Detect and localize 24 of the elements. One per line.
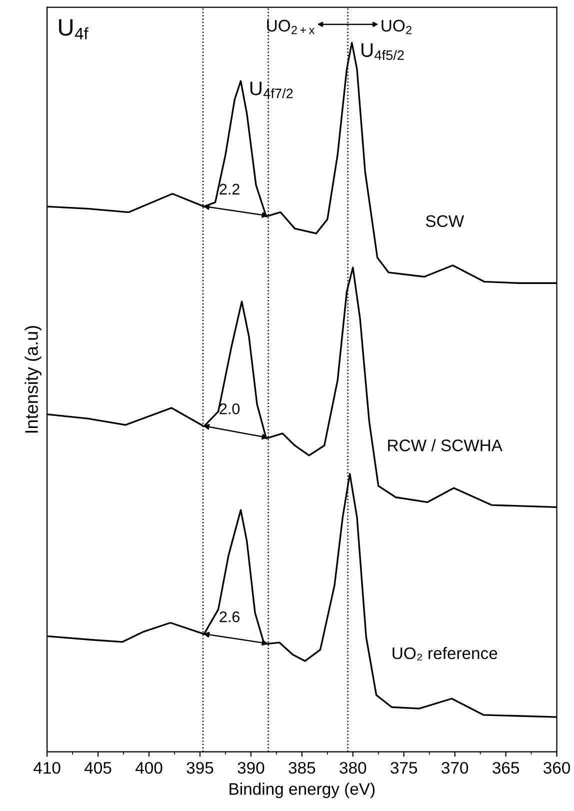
annotation: U$_{4f7/2}$ xyxy=(250,82,293,98)
annotation: 2.0 xyxy=(220,403,240,414)
x-tick-label: 370 xyxy=(442,762,468,774)
x-tick-label: 405 xyxy=(84,762,112,774)
series-label: RCW / SCWHA xyxy=(388,439,502,452)
x-tick-label: 410 xyxy=(34,762,60,774)
x-tick-label: 400 xyxy=(135,762,162,774)
series-label: UO₂ reference xyxy=(392,646,498,660)
annotation: 2.6 xyxy=(220,611,240,622)
x-tick-label: 360 xyxy=(544,762,570,774)
x-tick-label: 385 xyxy=(288,762,316,774)
x-tick-label: 375 xyxy=(390,762,418,774)
annotation: 2.2 xyxy=(220,184,240,194)
x-tick-label: 390 xyxy=(238,762,264,774)
x-tick-label: 395 xyxy=(186,762,214,774)
y-axis-title: Intensity (a.u) xyxy=(24,326,42,433)
text: UO$_{2+x}$ xyxy=(267,20,315,34)
x-tick-label: 380 xyxy=(340,762,366,774)
text: SCW xyxy=(426,215,464,228)
text: U$_{4f}$ xyxy=(59,19,88,40)
x-axis-title: Binding energy (eV) xyxy=(230,782,375,798)
text: UO$_{2}$ xyxy=(382,20,412,34)
annotation: U$_{4f5/2}$ xyxy=(362,43,404,60)
x-tick-label: 365 xyxy=(492,762,520,774)
